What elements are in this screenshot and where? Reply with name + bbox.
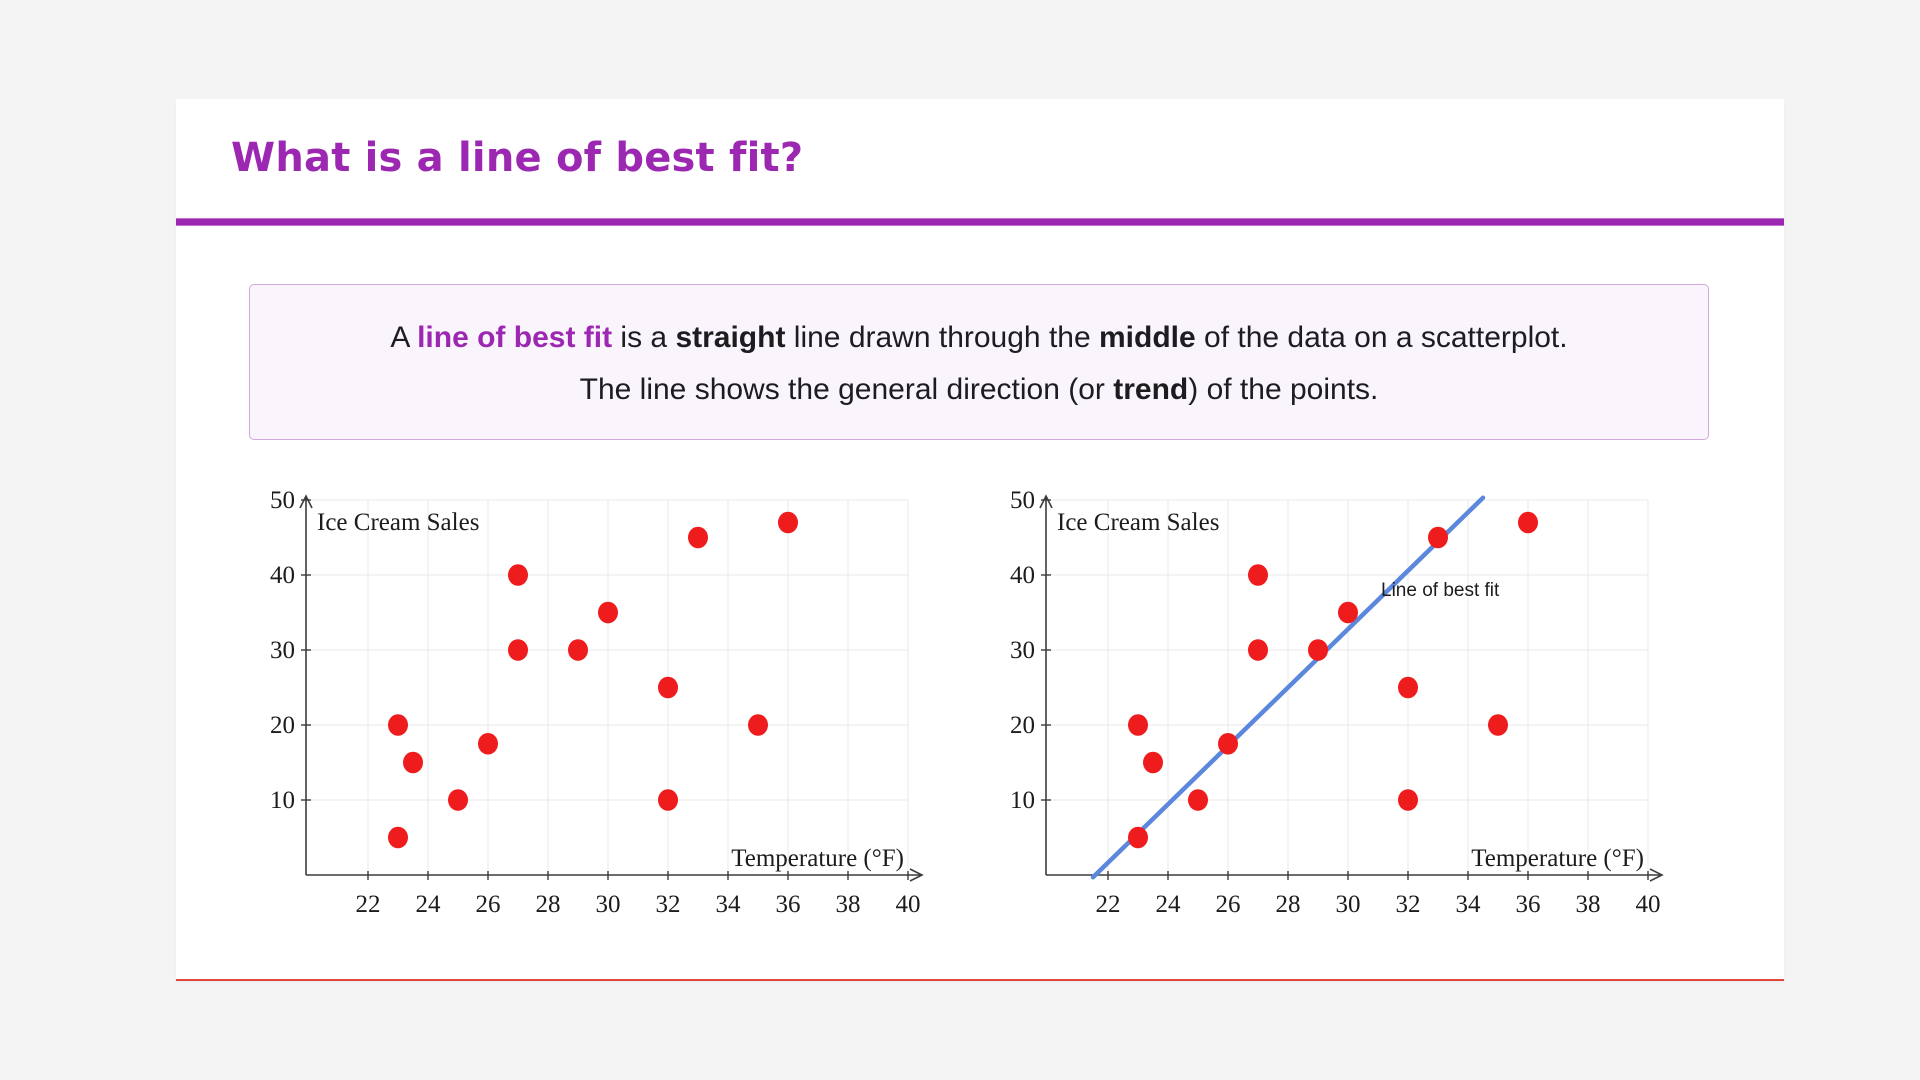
data-point xyxy=(388,714,408,736)
data-point xyxy=(1128,714,1148,736)
data-point xyxy=(658,789,678,811)
page-title: What is a line of best fit? xyxy=(231,135,804,181)
x-tick-label: 40 xyxy=(1636,891,1661,918)
x-tick-label: 38 xyxy=(836,891,861,918)
data-point xyxy=(1518,511,1538,534)
y-axis-arrow-icon xyxy=(299,494,313,509)
x-axis-arrow-icon xyxy=(1649,868,1664,882)
x-tick-label: 32 xyxy=(656,891,681,918)
data-point xyxy=(1143,751,1163,774)
data-point xyxy=(1398,789,1418,811)
x-tick-label: 28 xyxy=(1276,891,1301,918)
data-point xyxy=(1248,564,1268,586)
y-tick-label: 20 xyxy=(1010,712,1035,739)
data-point xyxy=(688,526,708,549)
header-divider xyxy=(176,218,1784,226)
definition-box: A line of best fit is a straight line dr… xyxy=(249,284,1709,440)
text-segment: ) of the points. xyxy=(1188,373,1379,406)
y-axis-arrow-icon xyxy=(1039,494,1053,509)
data-point xyxy=(1488,714,1508,736)
text-segment: trend xyxy=(1113,373,1189,406)
y-tick-label: 30 xyxy=(270,637,295,664)
data-point xyxy=(1128,826,1148,849)
text-segment: line drawn through the xyxy=(785,321,1099,354)
text-segment: of the data on a scatterplot. xyxy=(1195,321,1568,354)
x-tick-label: 24 xyxy=(1156,891,1182,918)
data-point xyxy=(1428,526,1448,549)
data-point xyxy=(598,601,618,624)
data-point xyxy=(778,511,798,534)
scatterplot-with-fit-line: 22 24 26 28 30 32 34 36 38 40 10 20 30 40 50 Ice Cream … xyxy=(1010,487,1664,918)
data-point xyxy=(1308,639,1328,661)
y-axis-title: Ice Cream Sales xyxy=(1057,509,1219,536)
text-segment: middle xyxy=(1099,321,1196,354)
x-tick-label: 30 xyxy=(1336,891,1361,918)
data-point xyxy=(1248,639,1268,661)
x-axis-title: Temperature (°F) xyxy=(731,845,904,872)
y-tick-label: 50 xyxy=(270,487,295,514)
data-point xyxy=(448,789,468,811)
data-point xyxy=(658,676,678,699)
data-point xyxy=(508,564,528,586)
data-point xyxy=(388,826,408,849)
x-tick-label: 30 xyxy=(596,891,621,918)
x-tick-label: 22 xyxy=(356,891,381,918)
y-tick-label: 40 xyxy=(270,562,295,589)
data-point xyxy=(1398,676,1418,699)
x-tick-label: 32 xyxy=(1396,891,1421,918)
x-tick-label: 24 xyxy=(416,891,442,918)
data-point xyxy=(403,751,423,774)
x-tick-label: 38 xyxy=(1576,891,1601,918)
text-segment: The line shows the general direction (or xyxy=(579,373,1114,406)
data-point xyxy=(1338,601,1358,624)
y-tick-label: 50 xyxy=(1010,487,1035,514)
x-axis-arrow-icon xyxy=(909,868,924,882)
x-tick-label: 40 xyxy=(896,891,921,918)
content-card: What is a line of best fit? A line of be… xyxy=(176,99,1784,981)
data-point xyxy=(478,732,498,755)
data-point xyxy=(568,639,588,661)
data-point xyxy=(1218,732,1238,755)
definition-line-1: A line of best fit is a straight line dr… xyxy=(250,312,1708,364)
y-tick-label: 10 xyxy=(270,787,295,814)
x-tick-label: 22 xyxy=(1096,891,1121,918)
data-point xyxy=(508,639,528,661)
x-tick-label: 34 xyxy=(716,891,742,918)
x-tick-label: 26 xyxy=(476,891,501,918)
definition-line-2: The line shows the general direction (or… xyxy=(250,364,1708,416)
x-tick-label: 34 xyxy=(1456,891,1482,918)
y-axis-title: Ice Cream Sales xyxy=(317,509,479,536)
y-tick-label: 20 xyxy=(270,712,295,739)
data-point xyxy=(748,714,768,736)
text-segment: is a xyxy=(612,321,676,354)
x-tick-label: 36 xyxy=(776,891,801,918)
y-tick-label: 10 xyxy=(1010,787,1035,814)
x-tick-label: 36 xyxy=(1516,891,1541,918)
best-fit-line-label: Line of best fit xyxy=(1381,580,1500,601)
text-segment: A xyxy=(390,321,418,354)
best-fit-line xyxy=(1090,495,1486,880)
text-segment: straight xyxy=(675,321,786,354)
data-point xyxy=(1188,789,1208,811)
x-tick-label: 28 xyxy=(536,891,561,918)
scatterplot-without-fit-line: 22 24 26 28 30 32 34 36 38 40 10 20 30 40 50 Ice Cream … xyxy=(270,487,924,918)
text-segment: line of best fit xyxy=(417,321,613,354)
x-tick-label: 26 xyxy=(1216,891,1241,918)
x-axis-title: Temperature (°F) xyxy=(1471,845,1644,872)
y-tick-label: 30 xyxy=(1010,637,1035,664)
y-tick-label: 40 xyxy=(1010,562,1035,589)
